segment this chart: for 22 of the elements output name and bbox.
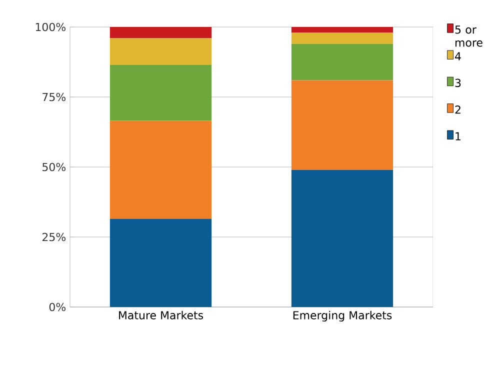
bar: [110, 64, 212, 121]
bar: [291, 80, 394, 170]
x-tick-label: Emerging Markets: [293, 310, 392, 322]
bar: [291, 44, 394, 80]
bar: [110, 120, 212, 219]
y-tick-label: 100%: [36, 22, 66, 32]
bar: [110, 218, 212, 307]
y-tick-label: 75%: [42, 92, 66, 102]
bar: [110, 38, 212, 65]
legend-label: 2: [455, 105, 460, 114]
y-tick-label: 50%: [42, 162, 66, 172]
legend-label: 5 or more: [455, 26, 482, 47]
x-tick-label: Mature Markets: [119, 310, 204, 320]
bar: [291, 170, 394, 307]
bar: [291, 32, 394, 44]
bar: [291, 27, 394, 33]
legend-label: 1: [456, 132, 460, 140]
bar: [110, 27, 212, 38]
y-tick-label: 25%: [42, 232, 66, 242]
legend-label: 3: [455, 78, 461, 88]
legend-label: 4: [455, 52, 461, 60]
y-tick-label: 0%: [49, 302, 66, 312]
